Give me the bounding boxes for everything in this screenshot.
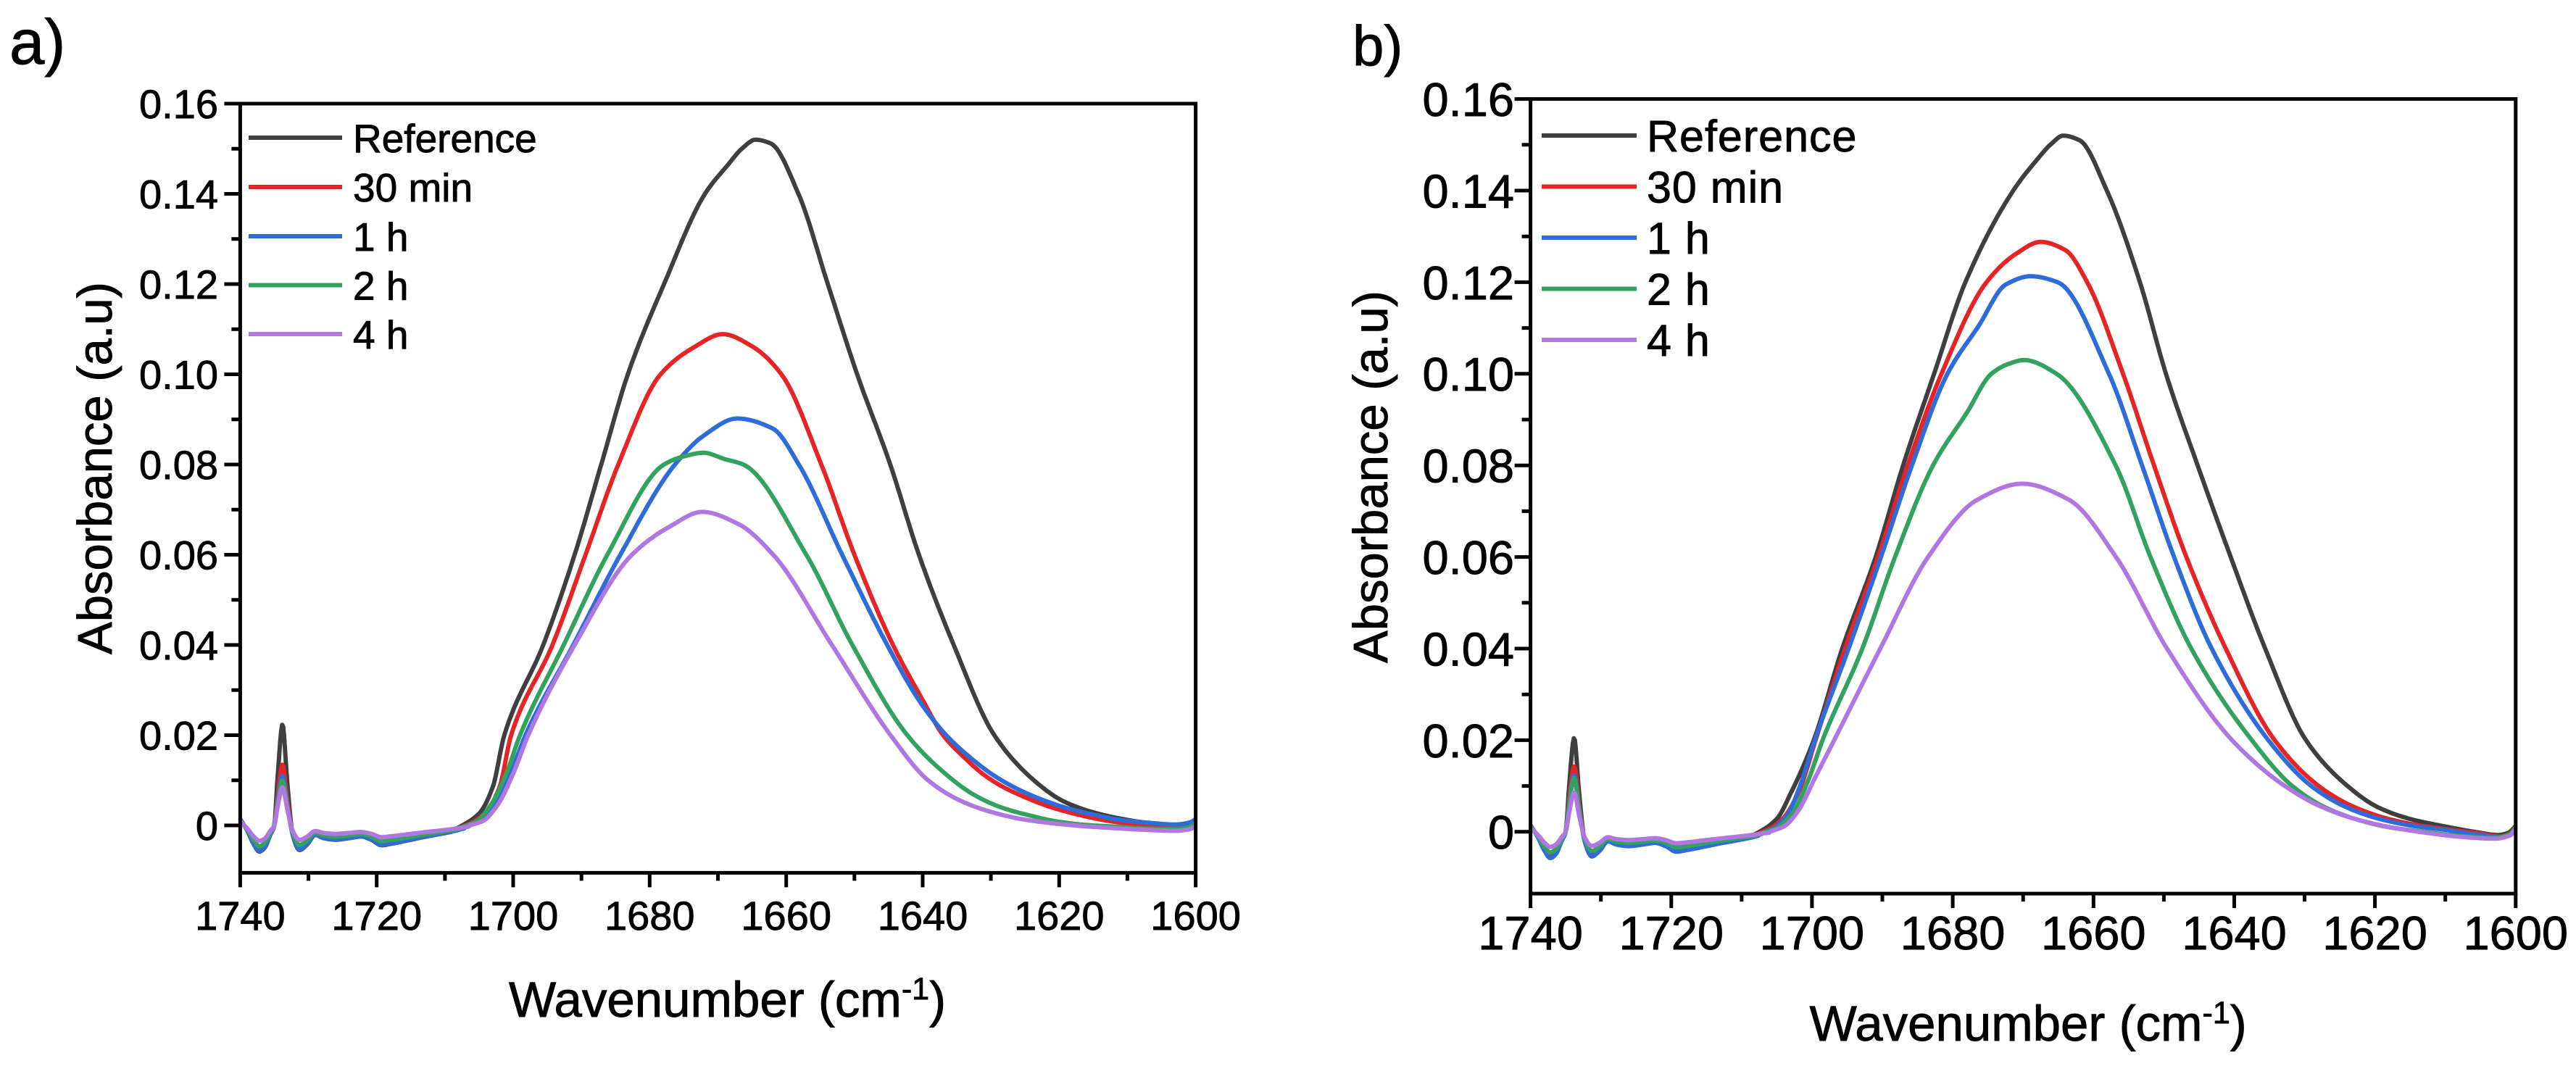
svg-text:Reference: Reference bbox=[353, 116, 537, 161]
svg-text:b): b) bbox=[1353, 14, 1403, 78]
svg-text:1700: 1700 bbox=[1760, 907, 1865, 959]
svg-text:0.08: 0.08 bbox=[1422, 440, 1514, 493]
svg-text:0.10: 0.10 bbox=[139, 352, 218, 398]
svg-text:0.10: 0.10 bbox=[1422, 348, 1514, 401]
svg-text:0.16: 0.16 bbox=[1422, 73, 1514, 126]
svg-text:1 h: 1 h bbox=[1647, 214, 1711, 263]
svg-text:a): a) bbox=[9, 7, 65, 78]
svg-text:30 min: 30 min bbox=[353, 165, 473, 210]
svg-text:0.14: 0.14 bbox=[139, 172, 218, 217]
svg-text:0.12: 0.12 bbox=[1422, 257, 1514, 309]
svg-text:1660: 1660 bbox=[2041, 907, 2146, 959]
svg-text:0.02: 0.02 bbox=[139, 713, 218, 759]
svg-text:0.08: 0.08 bbox=[139, 442, 218, 488]
svg-text:0.06: 0.06 bbox=[139, 533, 218, 578]
svg-text:1740: 1740 bbox=[195, 893, 286, 938]
svg-text:0.16: 0.16 bbox=[139, 81, 218, 127]
svg-text:Absorbance (a.u): Absorbance (a.u) bbox=[1344, 291, 1398, 663]
svg-text:0.14: 0.14 bbox=[1422, 165, 1514, 217]
svg-text:0.04: 0.04 bbox=[139, 622, 218, 668]
svg-text:1680: 1680 bbox=[604, 893, 695, 938]
svg-text:1680: 1680 bbox=[1900, 907, 2006, 959]
svg-text:Reference: Reference bbox=[1647, 112, 1857, 161]
svg-text:0.06: 0.06 bbox=[1422, 531, 1514, 584]
svg-text:0.02: 0.02 bbox=[1422, 715, 1514, 767]
svg-text:1 h: 1 h bbox=[353, 215, 408, 259]
svg-text:0.12: 0.12 bbox=[139, 262, 218, 307]
svg-text:2 h: 2 h bbox=[1647, 265, 1711, 315]
svg-text:4 h: 4 h bbox=[1647, 316, 1711, 365]
svg-text:1600: 1600 bbox=[2463, 907, 2568, 959]
svg-text:Wavenumber (cm-1): Wavenumber (cm-1) bbox=[509, 972, 946, 1028]
svg-text:0: 0 bbox=[1488, 806, 1514, 859]
svg-text:0: 0 bbox=[196, 803, 218, 849]
svg-text:1620: 1620 bbox=[2322, 907, 2427, 959]
svg-text:1640: 1640 bbox=[2182, 907, 2287, 959]
svg-text:1700: 1700 bbox=[468, 893, 559, 938]
svg-text:Wavenumber (cm-1): Wavenumber (cm-1) bbox=[1810, 996, 2247, 1052]
svg-text:1660: 1660 bbox=[741, 893, 831, 938]
svg-text:1720: 1720 bbox=[331, 893, 422, 938]
svg-text:Absorbance (a.u): Absorbance (a.u) bbox=[68, 282, 122, 654]
svg-text:1600: 1600 bbox=[1150, 893, 1241, 938]
svg-text:1640: 1640 bbox=[878, 893, 968, 938]
svg-text:0.04: 0.04 bbox=[1422, 622, 1514, 675]
svg-text:1740: 1740 bbox=[1478, 907, 1583, 959]
svg-text:4 h: 4 h bbox=[353, 312, 408, 357]
svg-text:1620: 1620 bbox=[1014, 893, 1105, 938]
svg-text:2 h: 2 h bbox=[353, 263, 408, 308]
svg-text:1720: 1720 bbox=[1619, 907, 1724, 959]
svg-text:30 min: 30 min bbox=[1647, 163, 1784, 212]
